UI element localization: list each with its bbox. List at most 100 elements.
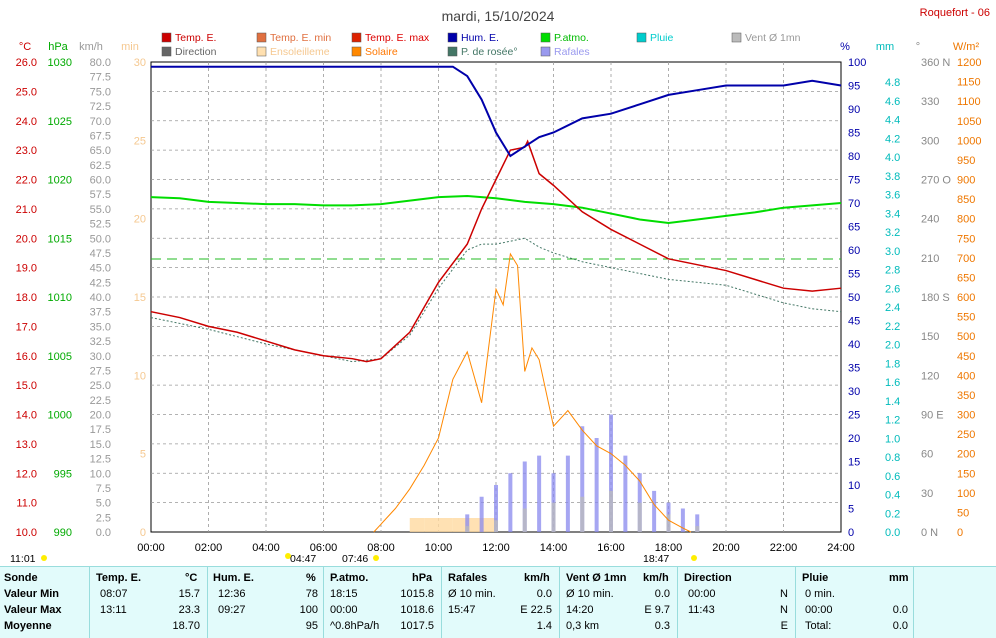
rain-tick: 0.4	[885, 490, 900, 502]
stat-hum-value: 78	[305, 588, 318, 600]
solar-tick: 250	[957, 429, 975, 441]
solar-tick: 850	[957, 194, 975, 206]
min-tick: 15	[134, 292, 146, 304]
legend-swatch	[351, 32, 362, 43]
axis-unit-solar: W/m²	[953, 41, 980, 53]
time-tick: 02:00	[195, 542, 223, 554]
wind-bar	[580, 496, 585, 532]
stat-press-label: 00:00	[330, 604, 358, 616]
dir-tick: 90 E	[921, 410, 944, 422]
row-label-max: Valeur Max	[4, 604, 62, 616]
header-gust: Rafales	[448, 572, 488, 584]
rain-tick: 1.6	[885, 377, 900, 389]
rain-tick: 2.2	[885, 321, 900, 333]
hum-tick: 70	[848, 198, 860, 210]
hum-tick: 95	[848, 81, 860, 93]
wind-tick: 72.5	[90, 101, 111, 113]
stat-wind-label: 0,3 km	[566, 620, 600, 632]
rain-tick: 4.6	[885, 96, 900, 108]
sunshine-block	[452, 518, 468, 532]
header-press: P.atmo.	[330, 572, 369, 584]
rain-tick: 0.6	[885, 471, 900, 483]
stat-temp-label: 08:07	[100, 588, 128, 600]
header-wind-unit: km/h	[643, 572, 669, 584]
moon-left-time: 11:01	[10, 553, 36, 565]
temp-tick: 12.0	[16, 468, 37, 480]
stat-hum-label: 12:36	[218, 588, 246, 600]
hum-tick: 25	[848, 410, 860, 422]
solar-tick: 300	[957, 410, 975, 422]
weather-chart: mardi, 15/10/2024 Roquefort - 06 Temp. E. T…	[10, 7, 990, 565]
stat-temp-value: 23.3	[178, 604, 200, 616]
stat-dir-label: 11:43	[688, 604, 715, 616]
hum-tick: 100	[848, 57, 866, 69]
temp-tick: 17.0	[16, 321, 37, 333]
min-tick: 20	[134, 214, 146, 226]
gust-bar	[508, 473, 513, 532]
stat-temp-value: 18.70	[172, 620, 200, 632]
col-divider	[441, 567, 442, 638]
axis-unit-min: min	[121, 41, 139, 53]
temp-tick: 26.0	[16, 57, 37, 69]
temperature-line	[150, 139, 842, 363]
stat-rain-value: 0.0	[892, 604, 908, 616]
stat-dir-label: 00:00	[688, 588, 716, 600]
rain-tick: 0.2	[885, 508, 900, 520]
wind-tick: 47.5	[90, 248, 111, 260]
station-name: Roquefort - 06	[920, 7, 990, 19]
hum-tick: 0	[848, 527, 854, 539]
wind-tick: 5.0	[96, 498, 111, 510]
legend-swatch	[447, 32, 458, 43]
dir-tick: 120	[921, 370, 939, 382]
legend-swatch	[731, 32, 742, 43]
wind-tick: 75.0	[90, 86, 111, 98]
legend-swatch	[540, 46, 551, 57]
gust-bar	[623, 455, 628, 532]
moon-left-icon	[41, 555, 47, 561]
press-tick: 1000	[48, 410, 72, 422]
stats-table: Sonde Valeur Min Valeur Max Moyenne Temp…	[0, 566, 996, 638]
temp-tick: 11.0	[16, 498, 37, 510]
temp-tick: 16.0	[16, 351, 37, 363]
dir-tick: 360 N	[921, 57, 950, 69]
col-divider	[207, 567, 208, 638]
sunshine-block	[467, 518, 482, 532]
wind-tick: 62.5	[90, 160, 111, 172]
stat-gust-label: 15:47	[448, 604, 476, 616]
col-divider	[677, 567, 678, 638]
wind-tick: 10.0	[90, 468, 111, 480]
axis-unit-dir: °	[916, 41, 920, 53]
stat-press-value: 1017.5	[400, 620, 434, 632]
legend-swatch	[161, 46, 172, 57]
press-tick: 1025	[48, 116, 72, 128]
temp-tick: 21.0	[16, 204, 37, 216]
header-rain-unit: mm	[889, 572, 909, 584]
press-tick: 995	[54, 468, 72, 480]
temp-tick: 23.0	[16, 145, 37, 157]
stat-dir-value: N	[780, 604, 788, 616]
stat-press-label: 18:15	[330, 588, 358, 600]
wind-tick: 50.0	[90, 233, 111, 245]
rain-tick: 1.0	[885, 433, 900, 445]
solar-tick: 800	[957, 214, 975, 226]
col-divider	[913, 567, 914, 638]
header-rain: Pluie	[802, 572, 829, 584]
pressure-line	[150, 194, 842, 224]
wind-tick: 30.0	[90, 351, 111, 363]
stat-press-value: 1015.8	[400, 588, 434, 600]
wind-tick: 15.0	[90, 439, 111, 451]
hum-tick: 5	[848, 504, 854, 516]
stat-rain-label: 00:00	[805, 604, 833, 616]
rain-tick: 1.8	[885, 358, 900, 370]
dir-tick: 330	[921, 96, 939, 108]
rain-tick: 0.8	[885, 452, 900, 464]
col-divider	[89, 567, 90, 638]
legend-label: Vent Ø 1mn	[745, 32, 801, 44]
stat-hum-label: 09:27	[218, 604, 246, 616]
wind-tick: 42.5	[90, 277, 111, 289]
sunrise-time: 07:46	[342, 553, 368, 565]
wind-bar	[666, 514, 671, 532]
press-tick: 990	[54, 527, 72, 539]
rain-tick: 2.4	[885, 302, 900, 314]
hum-tick: 45	[848, 316, 860, 328]
